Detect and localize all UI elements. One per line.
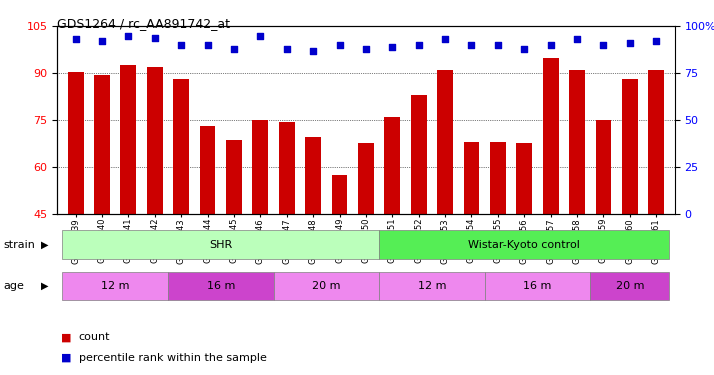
Point xyxy=(308,48,319,54)
Point xyxy=(492,42,503,48)
Bar xyxy=(437,70,453,214)
Point xyxy=(149,34,161,40)
Bar xyxy=(68,72,84,214)
Text: Wistar-Kyoto control: Wistar-Kyoto control xyxy=(468,240,580,250)
Point xyxy=(96,38,108,44)
Bar xyxy=(543,57,558,214)
Point xyxy=(518,46,530,52)
Text: age: age xyxy=(4,281,24,291)
Point xyxy=(281,46,293,52)
Text: GDS1264 / rc_AA891742_at: GDS1264 / rc_AA891742_at xyxy=(57,17,230,30)
Point xyxy=(545,42,556,48)
Bar xyxy=(595,120,611,214)
Bar xyxy=(490,142,506,214)
Point xyxy=(334,42,346,48)
Point xyxy=(202,42,213,48)
Point xyxy=(439,36,451,42)
Text: ■: ■ xyxy=(61,353,71,363)
Text: count: count xyxy=(79,333,110,342)
Text: 20 m: 20 m xyxy=(615,281,644,291)
Bar xyxy=(648,70,664,214)
Bar xyxy=(384,117,401,214)
Bar xyxy=(174,80,189,214)
Text: ▶: ▶ xyxy=(41,240,49,249)
Bar xyxy=(94,75,110,214)
Bar xyxy=(463,142,479,214)
Bar xyxy=(147,67,163,214)
Point xyxy=(571,36,583,42)
Text: 12 m: 12 m xyxy=(418,281,446,291)
Bar xyxy=(62,230,379,259)
Point xyxy=(466,42,477,48)
Point xyxy=(176,42,187,48)
Point xyxy=(123,33,134,39)
Point xyxy=(598,42,609,48)
Point xyxy=(255,33,266,39)
Bar xyxy=(379,230,670,259)
Bar xyxy=(590,272,670,300)
Bar xyxy=(411,95,427,214)
Bar xyxy=(168,272,273,300)
Bar xyxy=(622,80,638,214)
Text: 20 m: 20 m xyxy=(312,281,341,291)
Text: strain: strain xyxy=(4,240,36,249)
Bar xyxy=(331,175,348,214)
Text: SHR: SHR xyxy=(209,240,232,250)
Text: ■: ■ xyxy=(61,333,71,342)
Text: ▶: ▶ xyxy=(41,281,49,291)
Text: 12 m: 12 m xyxy=(101,281,129,291)
Text: 16 m: 16 m xyxy=(523,281,552,291)
Point xyxy=(70,36,81,42)
Text: percentile rank within the sample: percentile rank within the sample xyxy=(79,353,266,363)
Point xyxy=(650,38,662,44)
Bar xyxy=(273,272,379,300)
Bar xyxy=(485,272,590,300)
Bar xyxy=(516,144,532,214)
Text: 16 m: 16 m xyxy=(206,281,235,291)
Bar xyxy=(305,137,321,214)
Bar xyxy=(121,65,136,214)
Bar xyxy=(279,122,295,214)
Bar xyxy=(253,120,268,214)
Bar xyxy=(200,126,216,214)
Point xyxy=(386,44,398,50)
Bar xyxy=(358,144,374,214)
Point xyxy=(413,42,424,48)
Point xyxy=(624,40,635,46)
Bar xyxy=(379,272,485,300)
Bar xyxy=(226,140,242,214)
Point xyxy=(228,46,240,52)
Point xyxy=(360,46,371,52)
Bar xyxy=(569,70,585,214)
Bar xyxy=(62,272,168,300)
